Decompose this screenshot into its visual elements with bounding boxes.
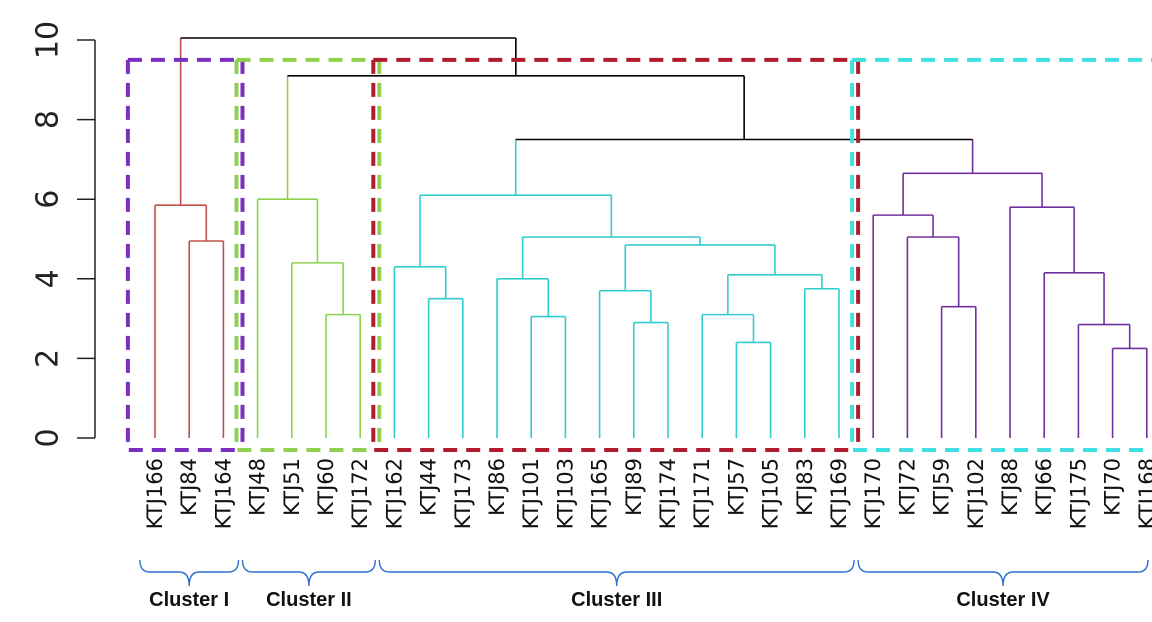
leaf-label: KTJ170 [861,458,885,529]
cluster-bracket-4 [857,559,1149,587]
leaf-label: KTJ166 [143,458,167,529]
leaf-label: KTJ66 [1032,458,1056,516]
cluster-bracket-1 [139,559,240,587]
cluster-bracket-2 [241,559,376,587]
cluster-label-4: Cluster IV [956,589,1050,611]
dendrogram-branches [154,37,1148,438]
y-tick-label: 6 [31,190,66,209]
cluster-brackets: Cluster I Cluster II Cluster III Cluster IV [139,559,1149,611]
y-tick-label: 10 [31,21,66,59]
leaf-label: KTJ102 [964,458,988,529]
leaf-label: KTJ86 [485,458,509,516]
leaf-labels: KTJ166 KTJ84 KTJ164 KTJ48 KTJ51 KTJ60 KTJ172 KT… [143,458,1152,529]
cluster-box-1 [125,57,245,452]
leaf-label: KTJ88 [998,458,1022,516]
leaf-label: KTJ83 [793,458,817,516]
leaf-label: KTJ103 [553,458,577,529]
leaf-label: KTJ51 [280,458,304,516]
leaf-label: KTJ84 [177,458,201,516]
cluster-label-2: Cluster II [266,589,352,611]
leaf-label: KTJ57 [724,458,748,516]
y-tick-label: 8 [31,110,66,129]
y-axis: 0 2 4 6 8 10 [31,21,96,448]
cluster-label-1: Cluster I [149,589,229,611]
leaf-label: KTJ172 [348,458,372,529]
leaf-label: KTJ165 [588,458,612,529]
leaf-label: KTJ101 [519,458,543,529]
leaf-label: KTJ60 [314,458,338,516]
y-tick-label: 2 [31,349,66,368]
leaf-label: KTJ89 [622,458,646,516]
leaf-label: KTJ169 [827,458,851,529]
leaf-label: KTJ162 [382,458,406,529]
leaf-label: KTJ72 [895,458,919,516]
leaf-label: KTJ70 [1101,458,1125,516]
cluster-box-2 [234,57,382,452]
cluster-bracket-3 [378,559,855,587]
cluster-box-3 [371,57,861,452]
leaf-label: KTJ105 [759,458,783,529]
y-tick-label: 0 [31,428,66,447]
leaf-label: KTJ175 [1066,458,1090,529]
y-tick-label: 4 [31,269,66,288]
leaf-label: KTJ48 [246,458,270,516]
cluster-box-4 [850,57,1152,452]
cluster-label-3: Cluster III [571,589,662,611]
leaf-label: KTJ171 [690,458,714,529]
leaf-label: KTJ168 [1135,458,1152,529]
leaf-label: KTJ164 [211,458,235,529]
leaf-label: KTJ173 [451,458,475,529]
leaf-label: KTJ174 [656,458,680,529]
leaf-label: KTJ44 [417,458,441,516]
leaf-label: KTJ59 [930,458,954,516]
cluster-boxes [125,57,1152,452]
